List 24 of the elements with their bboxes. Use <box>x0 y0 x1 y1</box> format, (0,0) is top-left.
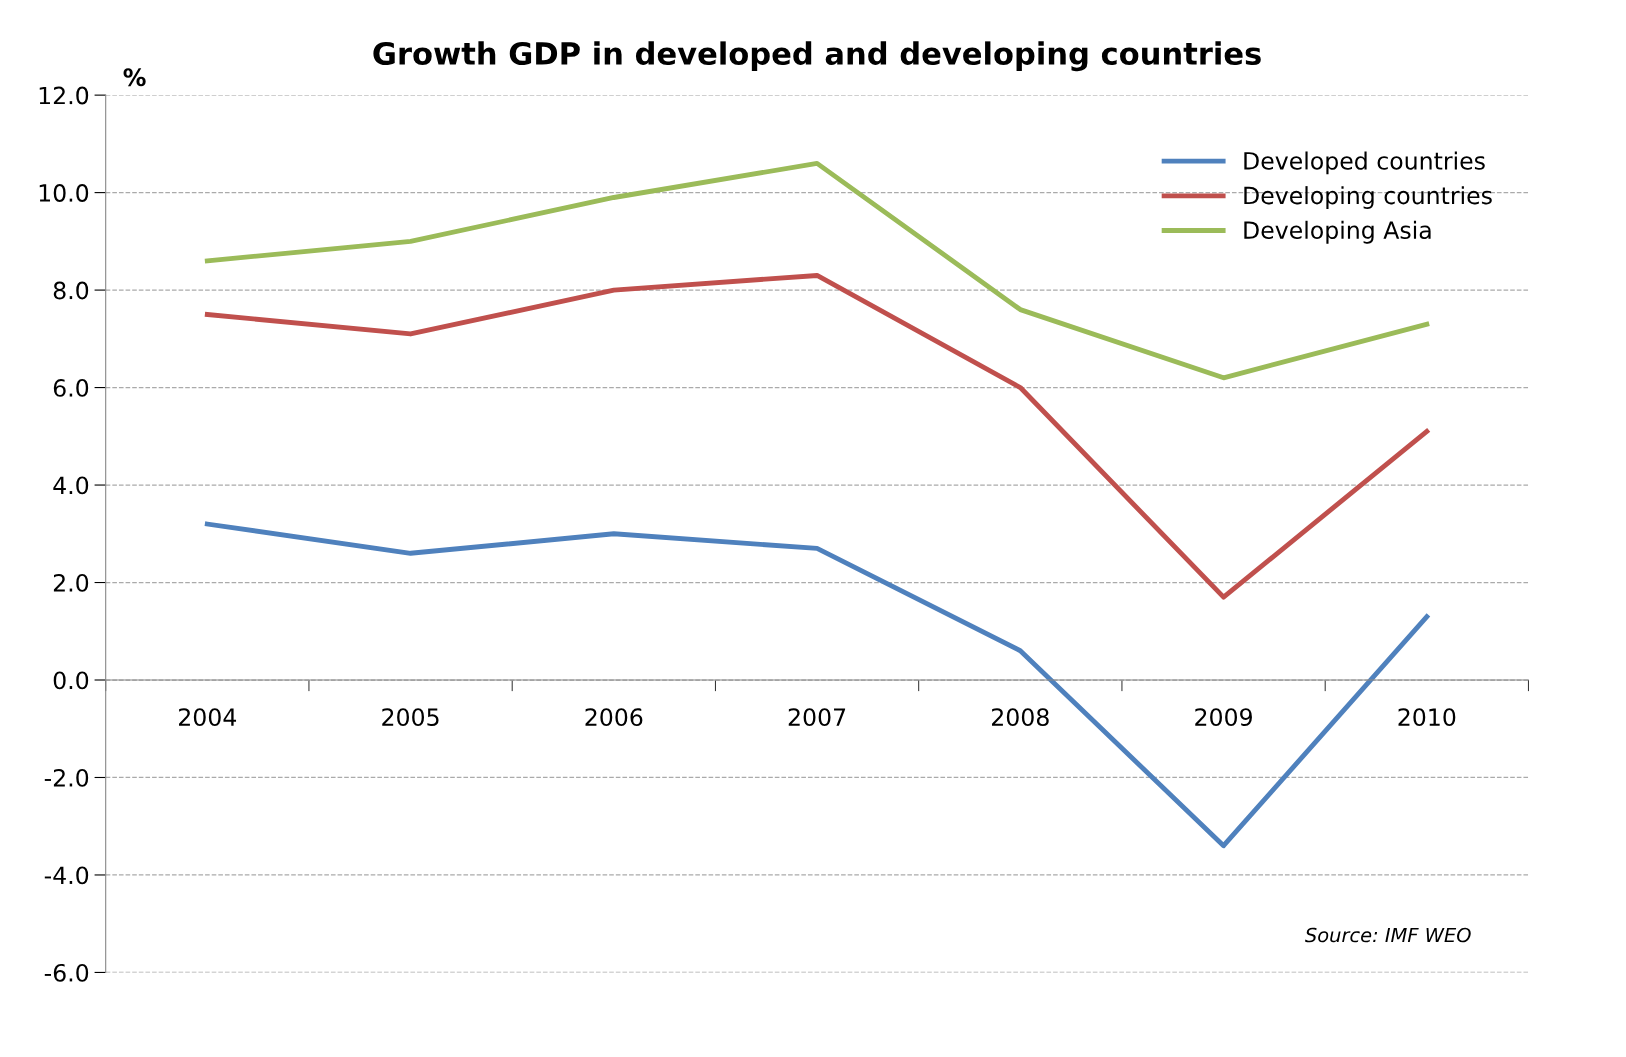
y-tick-label: -4.0 <box>44 866 89 885</box>
y-tick-label: 6.0 <box>53 379 89 397</box>
legend-label: Developing countries <box>1244 186 1492 209</box>
y-tick-label: 2.0 <box>53 573 89 592</box>
chart-title: Growth GDP in developed and developing countries <box>373 41 1261 72</box>
y-tick-label: -2.0 <box>44 768 89 787</box>
y-tick-label: 10.0 <box>39 184 89 202</box>
y-tick-label: 12.0 <box>39 86 89 105</box>
y-tick-label: 8.0 <box>53 281 89 300</box>
x-tick-label: 2010 <box>1398 708 1456 727</box>
x-tick-label: 2004 <box>179 708 237 727</box>
legend-label: Developed countries <box>1244 151 1485 175</box>
annotation: Source: IMF WEO <box>1305 927 1471 943</box>
legend-label: Developing Asia <box>1244 220 1431 244</box>
x-tick-label: 2008 <box>992 708 1049 727</box>
x-tick-label: 2006 <box>585 708 643 727</box>
y-tick-label: 0.0 <box>53 671 89 690</box>
y-tick-label: -6.0 <box>44 963 89 982</box>
x-tick-label: 2007 <box>788 708 846 727</box>
y-tick-label: 4.0 <box>53 476 89 495</box>
x-tick-label: 2009 <box>1195 708 1252 727</box>
y-axis-title: % <box>123 68 146 87</box>
x-tick-label: 2005 <box>382 708 439 727</box>
line-series <box>204 273 1430 600</box>
